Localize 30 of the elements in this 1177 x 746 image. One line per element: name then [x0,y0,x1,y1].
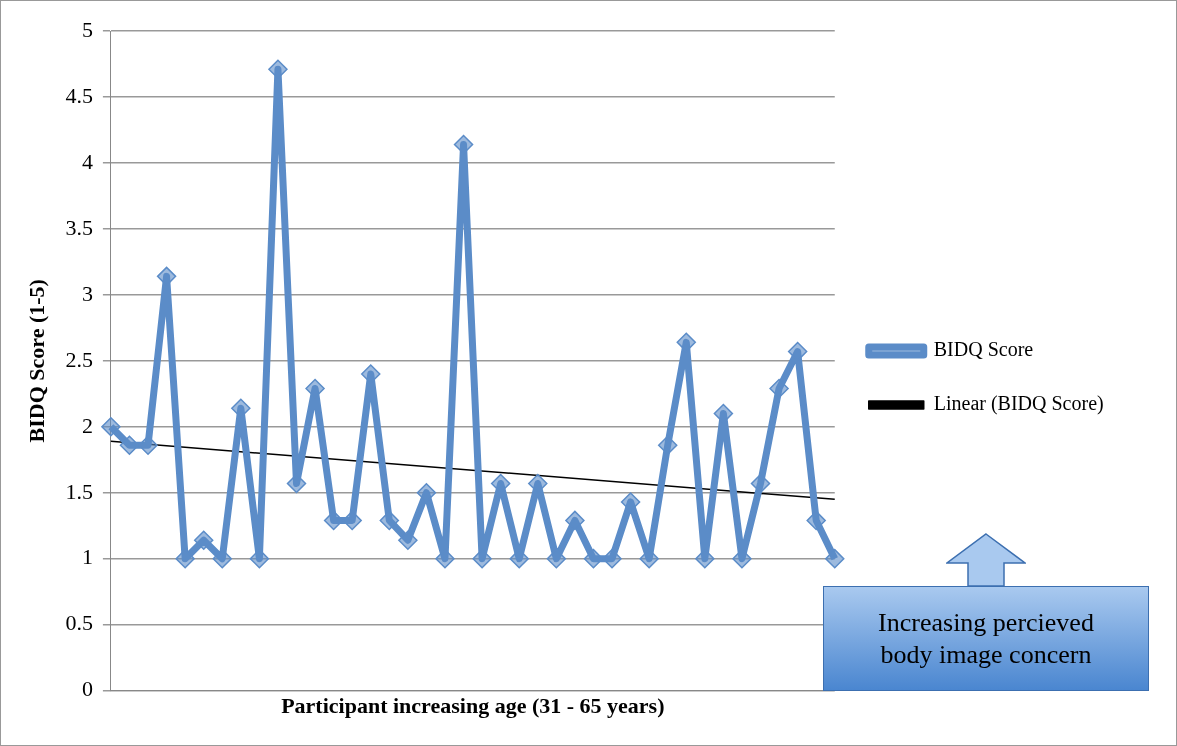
y-tick-label: 0.5 [65,610,93,636]
point [750,473,771,494]
y-tick-label: 2.5 [65,346,93,372]
point [769,378,789,399]
y-tick-label: 3 [81,280,93,306]
y-tick-label: 4 [81,148,93,174]
y-tick-label: 4.5 [65,82,93,108]
point [101,417,121,437]
point [657,435,678,455]
point [602,548,622,569]
point [119,435,140,455]
point [193,530,214,550]
point [825,548,845,569]
point [342,510,362,531]
point [138,435,158,455]
legend-label: BIDQ Score [933,338,1034,361]
y-tick-label: 0 [81,676,93,702]
y-axis-title: BIDQ Score (1-5) [23,279,49,443]
point [379,510,400,531]
y-tick-label: 3.5 [65,214,93,240]
point [565,510,585,531]
point [398,530,418,550]
legend-label: Linear (BIDQ Score) [933,392,1104,416]
x-axis-title: Participant increasing age (31 - 65 years) [281,693,665,719]
y-tick-label: 5 [81,16,93,42]
y-tick-label: 1.5 [65,478,93,504]
y-tick-label: 2 [81,412,93,438]
point [806,510,826,531]
point [583,548,604,569]
y-tick-label: 1 [81,544,93,570]
